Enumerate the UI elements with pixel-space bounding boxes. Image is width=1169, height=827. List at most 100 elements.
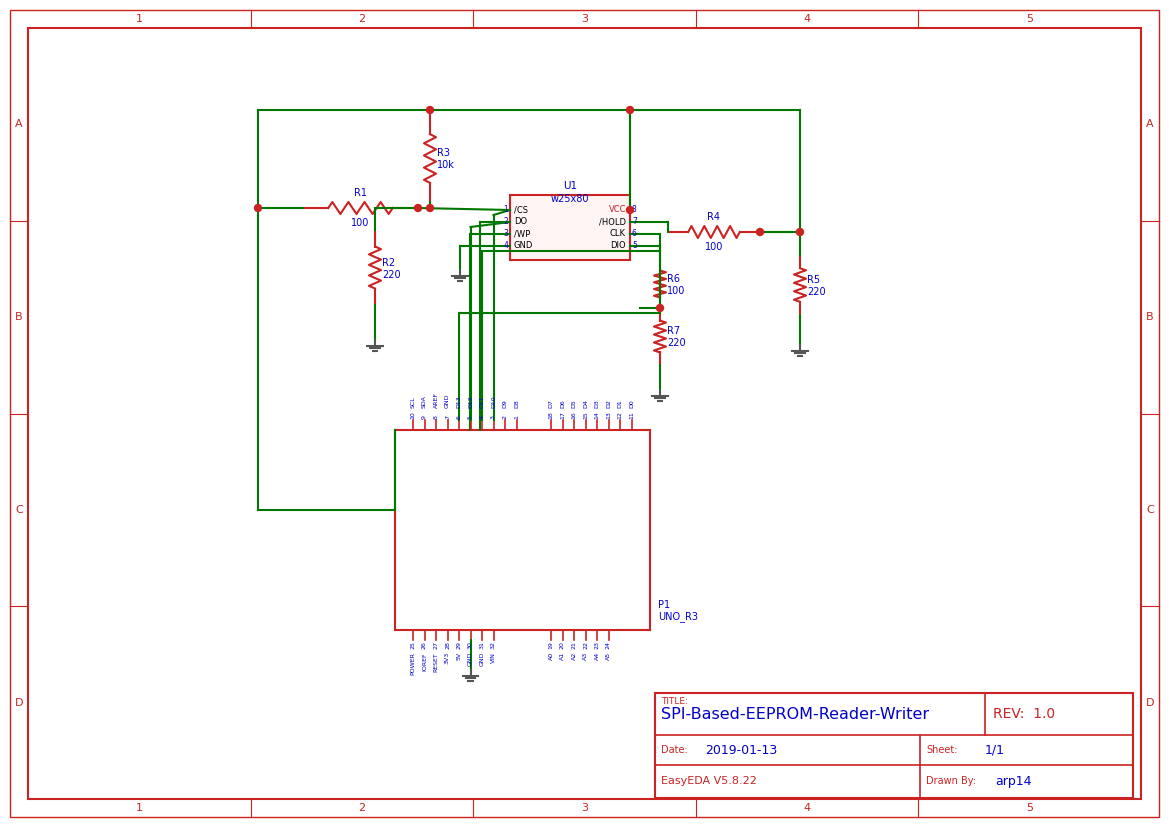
Text: A2: A2 xyxy=(572,652,576,660)
Text: R6: R6 xyxy=(667,274,680,284)
Text: 3V3: 3V3 xyxy=(445,652,450,664)
Text: IOREF: IOREF xyxy=(422,652,427,671)
Text: RESET: RESET xyxy=(434,652,438,672)
Text: D8: D8 xyxy=(514,399,519,408)
Text: 3: 3 xyxy=(491,415,496,419)
Text: R7: R7 xyxy=(667,327,680,337)
Text: 7: 7 xyxy=(632,218,637,227)
Text: 2: 2 xyxy=(359,14,366,24)
Text: A1: A1 xyxy=(560,652,565,660)
Text: DIO: DIO xyxy=(610,241,627,251)
Text: 24: 24 xyxy=(606,641,611,649)
Text: CLK: CLK xyxy=(610,230,627,238)
Text: R5: R5 xyxy=(807,275,821,285)
Text: VCC: VCC xyxy=(609,205,627,214)
Text: D5: D5 xyxy=(572,399,576,408)
Text: Sheet:: Sheet: xyxy=(926,745,957,755)
Text: 220: 220 xyxy=(667,338,686,348)
Text: 1: 1 xyxy=(136,14,143,24)
Text: 9: 9 xyxy=(422,415,427,419)
Text: D9: D9 xyxy=(503,399,507,408)
Text: D: D xyxy=(15,698,23,708)
Text: UNO_R3: UNO_R3 xyxy=(658,611,698,623)
Circle shape xyxy=(756,228,763,236)
Text: D0: D0 xyxy=(629,399,634,408)
Text: 220: 220 xyxy=(807,287,825,297)
Text: 1: 1 xyxy=(136,803,143,813)
Text: Drawn By:: Drawn By: xyxy=(926,777,976,786)
Text: B: B xyxy=(1146,312,1154,323)
Text: 12: 12 xyxy=(617,411,623,419)
Circle shape xyxy=(627,107,634,113)
Text: GND: GND xyxy=(479,652,484,667)
Text: POWER: POWER xyxy=(410,652,415,675)
Text: 22: 22 xyxy=(583,641,588,649)
Text: U1: U1 xyxy=(563,181,577,191)
Text: 11: 11 xyxy=(629,411,634,419)
Text: 5V: 5V xyxy=(457,652,462,660)
Text: 3: 3 xyxy=(581,14,588,24)
Text: 16: 16 xyxy=(572,411,576,419)
Text: /CS: /CS xyxy=(514,205,528,214)
Text: GND: GND xyxy=(468,652,473,667)
Text: P1: P1 xyxy=(658,600,670,610)
Text: REV:  1.0: REV: 1.0 xyxy=(992,707,1056,721)
Text: D7: D7 xyxy=(548,399,553,408)
Text: D1: D1 xyxy=(617,399,623,408)
Text: 13: 13 xyxy=(606,411,611,419)
Text: R3: R3 xyxy=(437,149,450,159)
Circle shape xyxy=(255,204,262,212)
Text: 28: 28 xyxy=(445,641,450,649)
Text: /WP: /WP xyxy=(514,230,531,238)
Text: A0: A0 xyxy=(548,652,553,660)
Text: A5: A5 xyxy=(606,652,611,660)
Text: 7: 7 xyxy=(445,415,450,419)
Text: 30: 30 xyxy=(468,641,473,649)
Circle shape xyxy=(627,207,634,213)
Text: 2: 2 xyxy=(503,415,507,419)
Text: 1/1: 1/1 xyxy=(985,743,1005,757)
Text: A: A xyxy=(1146,119,1154,129)
Text: D6: D6 xyxy=(560,399,565,408)
Text: D4: D4 xyxy=(583,399,588,408)
Text: 19: 19 xyxy=(548,641,553,649)
Text: 2: 2 xyxy=(503,218,509,227)
Text: VIN: VIN xyxy=(491,652,496,663)
Text: 26: 26 xyxy=(422,641,427,649)
Text: 25: 25 xyxy=(410,641,415,649)
Text: R1: R1 xyxy=(354,188,367,198)
Text: D11: D11 xyxy=(479,395,484,408)
Circle shape xyxy=(427,204,434,212)
Text: 15: 15 xyxy=(583,411,588,419)
Text: 1: 1 xyxy=(503,205,509,214)
Text: GND: GND xyxy=(514,241,533,251)
Text: 23: 23 xyxy=(595,641,600,649)
Text: arp14: arp14 xyxy=(995,775,1031,788)
Text: GND: GND xyxy=(445,394,450,408)
Text: 27: 27 xyxy=(434,641,438,649)
Circle shape xyxy=(415,204,422,212)
Text: C: C xyxy=(1146,504,1154,515)
Text: 100: 100 xyxy=(667,286,685,296)
Text: 2: 2 xyxy=(359,803,366,813)
Text: 220: 220 xyxy=(382,270,401,280)
Text: 21: 21 xyxy=(572,641,576,649)
Text: 5: 5 xyxy=(1026,14,1033,24)
Text: D: D xyxy=(1146,698,1154,708)
Text: /HOLD: /HOLD xyxy=(599,218,627,227)
Text: 2019-01-13: 2019-01-13 xyxy=(705,743,777,757)
Text: SPI-Based-EEPROM-Reader-Writer: SPI-Based-EEPROM-Reader-Writer xyxy=(660,707,929,722)
Text: D2: D2 xyxy=(606,399,611,408)
Bar xyxy=(395,430,650,630)
Text: 5: 5 xyxy=(1026,803,1033,813)
Text: C: C xyxy=(15,504,23,515)
Text: A3: A3 xyxy=(583,652,588,660)
Text: SDA: SDA xyxy=(422,395,427,408)
Text: D10: D10 xyxy=(491,395,496,408)
Bar xyxy=(510,195,630,260)
Text: R2: R2 xyxy=(382,257,395,267)
Text: TITLE:: TITLE: xyxy=(660,697,687,706)
Text: 14: 14 xyxy=(595,411,600,419)
Text: 6: 6 xyxy=(632,230,637,238)
Text: 3: 3 xyxy=(581,803,588,813)
